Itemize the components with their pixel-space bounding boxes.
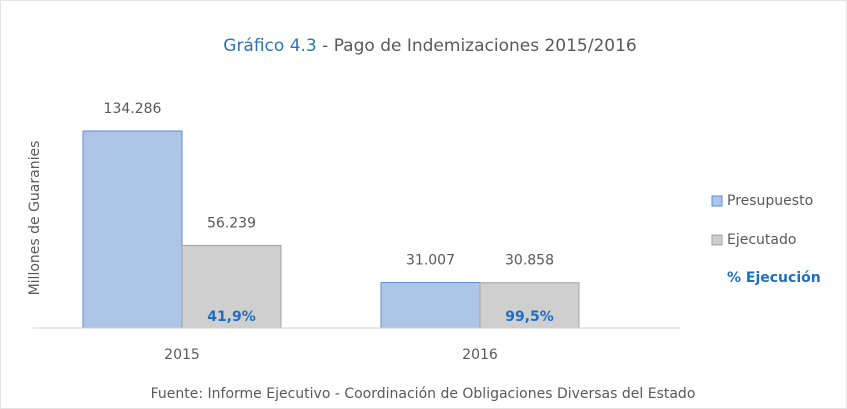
y-axis-label: Millones de Guaranies <box>27 141 43 296</box>
chart-title: Gráfico 4.3 - Pago de Indemizaciones 201… <box>223 36 636 56</box>
bar <box>479 282 580 329</box>
bar <box>380 282 481 329</box>
x-tick-label: 2015 <box>164 347 200 363</box>
data-label: 31.007 <box>406 253 455 269</box>
bar <box>82 130 183 329</box>
execution-label: 99,5% <box>505 309 554 325</box>
legend-label: Ejecutado <box>727 232 796 248</box>
legend-label: % Ejecución <box>727 270 821 286</box>
execution-label: 41,9% <box>207 309 256 325</box>
data-label: 134.286 <box>104 101 162 117</box>
title-text: - Pago de Indemizaciones 2015/2016 <box>317 36 637 56</box>
x-tick-label: 2016 <box>462 347 498 363</box>
legend-label: Presupuesto <box>727 193 813 209</box>
data-label: 30.858 <box>505 253 554 269</box>
source: Fuente: Informe Ejecutivo - Coordinación… <box>151 386 696 402</box>
legend-swatch <box>711 195 723 207</box>
data-label: 56.239 <box>207 215 256 231</box>
title-number: Gráfico 4.3 <box>223 36 316 56</box>
legend-swatch <box>711 234 723 246</box>
bar <box>181 244 282 329</box>
